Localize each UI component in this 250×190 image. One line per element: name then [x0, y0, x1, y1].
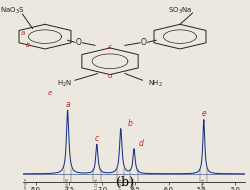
Text: Integra: Integra — [23, 177, 27, 190]
Text: b: b — [25, 42, 30, 48]
Text: 0.8028: 0.8028 — [132, 177, 136, 190]
Text: b: b — [128, 119, 132, 128]
Text: (b): (b) — [116, 176, 134, 189]
Text: 0.2296: 0.2296 — [95, 177, 99, 190]
Text: a: a — [65, 100, 70, 109]
Text: O: O — [76, 38, 82, 47]
Text: H$_2$N: H$_2$N — [58, 79, 72, 89]
Text: e: e — [48, 90, 52, 96]
Text: SO$_3$Na: SO$_3$Na — [168, 6, 192, 16]
Text: O: O — [141, 38, 147, 47]
Text: e: e — [202, 109, 206, 118]
Text: c: c — [108, 44, 112, 50]
Text: d: d — [108, 73, 112, 79]
Text: d: d — [138, 139, 143, 148]
Text: NH$_2$: NH$_2$ — [148, 79, 162, 89]
Text: 0.9746: 0.9746 — [202, 177, 206, 190]
Text: 0.9288: 0.9288 — [119, 177, 123, 190]
Text: 1.0000: 1.0000 — [66, 177, 70, 190]
Text: c: c — [95, 134, 99, 143]
Text: a: a — [20, 29, 24, 36]
Text: NaO$_3$S: NaO$_3$S — [0, 6, 24, 16]
